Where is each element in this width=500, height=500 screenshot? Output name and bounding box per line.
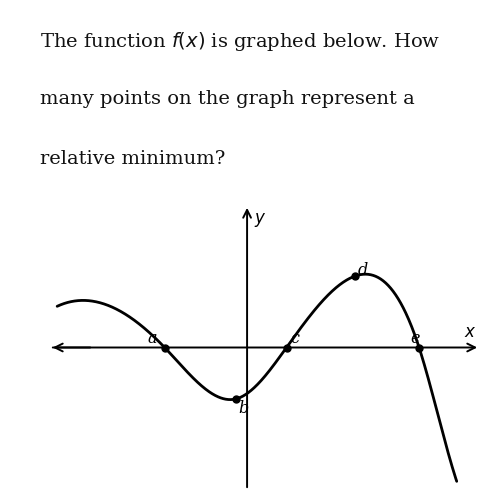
Text: c: c	[290, 330, 299, 347]
Text: e: e	[411, 330, 420, 346]
Text: The function $f(x)$ is graphed below. How: The function $f(x)$ is graphed below. Ho…	[40, 30, 440, 53]
Text: a: a	[148, 330, 157, 347]
Text: relative minimum?: relative minimum?	[40, 150, 226, 168]
Text: d: d	[358, 262, 368, 279]
Text: b: b	[238, 400, 248, 417]
Text: $y$: $y$	[254, 210, 266, 228]
Text: many points on the graph represent a: many points on the graph represent a	[40, 90, 415, 108]
Text: $x$: $x$	[464, 324, 476, 341]
